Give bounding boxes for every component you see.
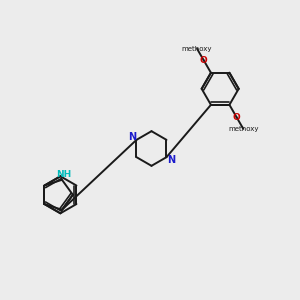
Text: N: N bbox=[128, 132, 136, 142]
Text: methoxy: methoxy bbox=[228, 126, 259, 132]
Text: NH: NH bbox=[56, 170, 71, 179]
Text: O: O bbox=[233, 113, 241, 122]
Text: O: O bbox=[200, 56, 208, 65]
Text: methoxy: methoxy bbox=[182, 46, 212, 52]
Text: N: N bbox=[167, 155, 175, 165]
